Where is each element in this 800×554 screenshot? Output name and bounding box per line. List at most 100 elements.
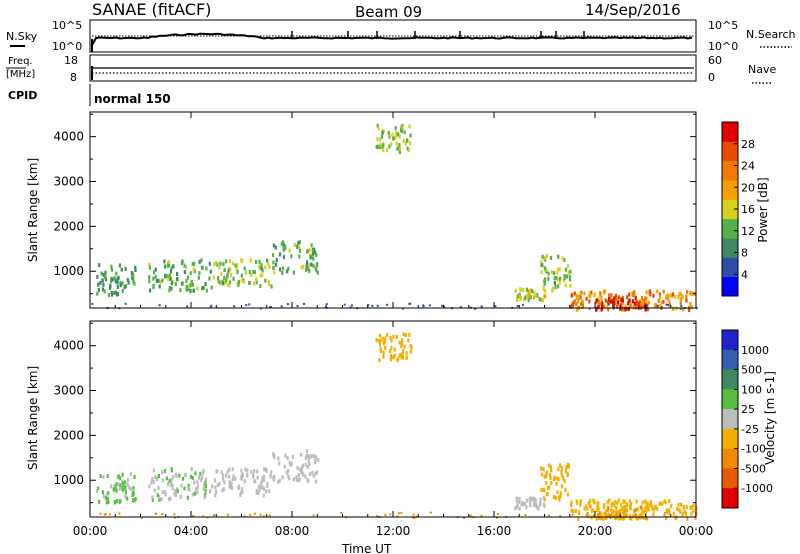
velocity-x-ticks: 00:00 04:00 08:00 12:00 16:00 20:00 00:00 <box>73 321 713 538</box>
echo-cell <box>614 500 617 505</box>
echo-cell <box>542 287 545 292</box>
echo-cell <box>689 302 692 306</box>
echo-cell <box>161 470 164 475</box>
echo-cell <box>627 301 630 306</box>
nsearch-tick-top: 10^5 <box>708 19 738 32</box>
velocity-colorbar-frame <box>721 329 739 509</box>
echo-cell <box>193 480 196 485</box>
echo-cell <box>545 470 548 475</box>
echo-cell <box>154 475 157 480</box>
echo-cell <box>635 507 638 512</box>
echo-cell <box>241 259 244 263</box>
echo-cell <box>623 512 626 517</box>
echo-cell <box>597 303 600 307</box>
echo-cell <box>119 476 122 481</box>
echo-cell <box>119 483 122 488</box>
echo-cell <box>647 504 650 509</box>
echo-cell <box>612 298 615 303</box>
ground-cell <box>521 303 524 306</box>
echo-cell <box>132 274 135 279</box>
ground-cell <box>325 303 328 306</box>
echo-cell <box>583 291 586 296</box>
echo-cell <box>569 283 572 288</box>
echo-cell <box>534 294 537 299</box>
echo-cell <box>402 349 405 353</box>
echo-cell <box>99 474 102 479</box>
ground-cell <box>376 515 379 518</box>
echo-cell <box>588 503 591 508</box>
echo-cell <box>529 290 532 295</box>
echo-cell <box>678 508 681 513</box>
echo-cell <box>613 503 616 508</box>
echo-cell <box>377 144 380 149</box>
echo-cell <box>261 268 264 273</box>
echo-cell <box>112 487 115 492</box>
echo-cell <box>201 286 204 291</box>
echo-cell <box>192 288 195 293</box>
echo-cell <box>568 274 571 279</box>
echo-cell <box>686 516 689 521</box>
echo-cell <box>578 296 581 301</box>
echo-cell <box>255 277 258 282</box>
echo-cell <box>109 285 112 290</box>
echo-cell <box>541 254 544 259</box>
echo-cell <box>248 281 251 285</box>
echo-cell <box>625 306 629 311</box>
nave-label: Nave <box>748 63 776 76</box>
echo-cell <box>298 245 301 250</box>
echo-cell <box>106 474 109 479</box>
ground-cell <box>270 305 273 308</box>
echo-cell <box>273 270 276 275</box>
echo-cell <box>204 477 207 482</box>
ground-cell <box>480 305 483 308</box>
echo-cell <box>628 292 631 297</box>
echo-cell <box>601 302 604 307</box>
echo-cell <box>189 288 192 293</box>
echo-cell <box>589 504 592 509</box>
echo-cell <box>515 499 518 503</box>
echo-cell <box>116 292 120 296</box>
echo-cell <box>157 474 161 478</box>
echo-cell <box>379 137 382 142</box>
echo-cell <box>259 273 262 278</box>
echo-cell <box>252 270 255 274</box>
echo-cell <box>222 262 225 267</box>
echo-cell <box>648 289 651 294</box>
echo-cell <box>516 297 519 302</box>
echo-cell <box>653 303 657 308</box>
echo-cell <box>658 292 661 297</box>
ground-cell <box>109 513 112 516</box>
echo-cell <box>576 500 579 505</box>
echo-cell <box>543 256 546 261</box>
echo-cell <box>394 126 397 131</box>
echo-cell <box>622 508 625 513</box>
echo-cell <box>204 481 207 486</box>
echo-cell <box>215 490 218 494</box>
echo-cell <box>532 295 536 300</box>
echo-cell <box>151 495 154 500</box>
echo-cell <box>518 500 521 505</box>
echo-cell <box>387 133 390 137</box>
echo-cell <box>260 482 263 487</box>
echo-cell <box>248 270 251 274</box>
echo-cell <box>577 299 580 304</box>
echo-cell <box>554 285 557 289</box>
nsky-spikes <box>91 31 585 52</box>
ground-cell <box>386 303 389 306</box>
echo-cell <box>202 470 205 475</box>
echo-cell <box>553 271 556 276</box>
echo-cell <box>315 263 318 268</box>
echo-cell <box>602 516 605 521</box>
echo-cell <box>257 491 260 496</box>
echo-cell <box>665 516 668 521</box>
echo-cell <box>191 282 194 287</box>
echo-cell <box>634 296 637 301</box>
echo-cell <box>196 484 199 489</box>
echo-cell <box>622 499 625 504</box>
echo-cell <box>615 300 618 305</box>
echo-cell <box>185 284 188 289</box>
echo-cell <box>559 494 562 498</box>
echo-cell <box>221 473 225 478</box>
echo-cell <box>128 485 131 490</box>
echo-cell <box>531 289 534 294</box>
